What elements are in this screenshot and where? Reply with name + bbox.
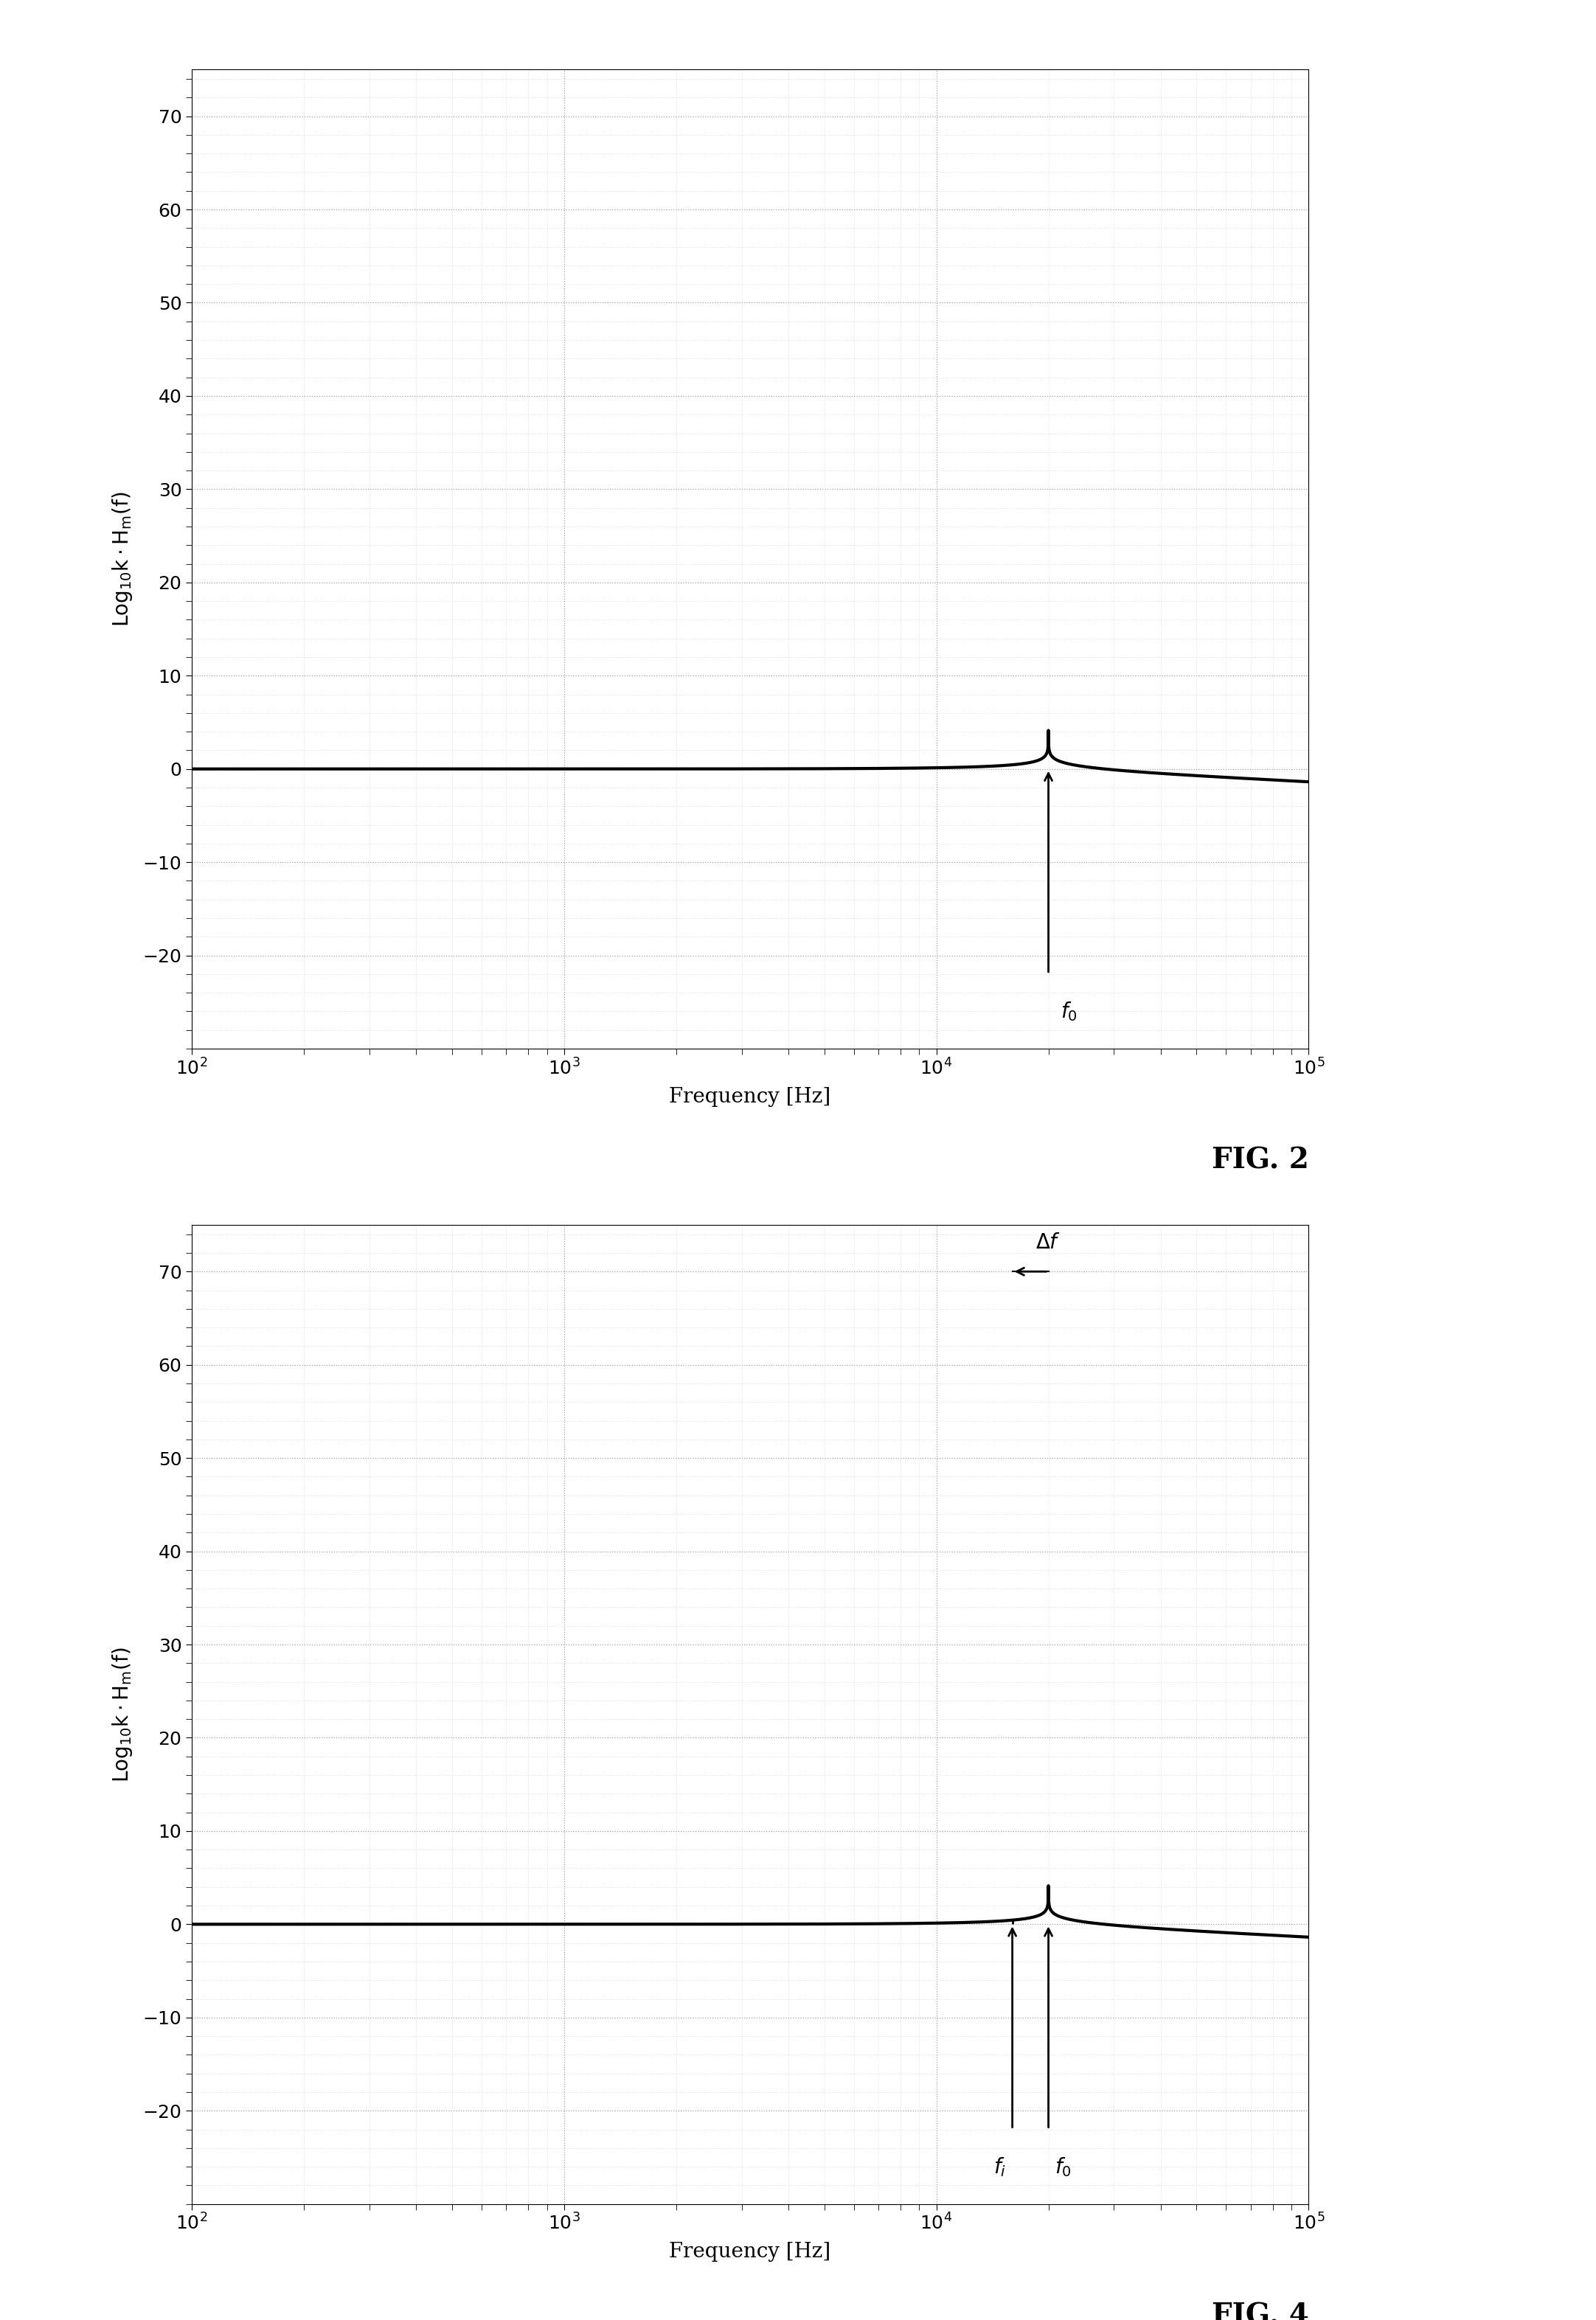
Text: FIG. 2: FIG. 2: [1211, 1146, 1309, 1174]
Text: $f_0$: $f_0$: [1055, 2155, 1071, 2178]
Text: $\Delta f$: $\Delta f$: [1036, 1232, 1061, 1253]
Text: $f_i$: $f_i$: [993, 2155, 1005, 2178]
Y-axis label: $\mathrm{Log}_{10}\mathrm{k}\cdot\mathrm{H_m(f)}$: $\mathrm{Log}_{10}\mathrm{k}\cdot\mathrm…: [112, 1647, 134, 1782]
X-axis label: Frequency [Hz]: Frequency [Hz]: [669, 2241, 832, 2262]
Text: FIG. 4: FIG. 4: [1211, 2301, 1309, 2320]
Text: $f_0$: $f_0$: [1061, 1000, 1077, 1023]
Y-axis label: $\mathrm{Log}_{10}\mathrm{k}\cdot\mathrm{H_m(f)}$: $\mathrm{Log}_{10}\mathrm{k}\cdot\mathrm…: [112, 492, 134, 626]
X-axis label: Frequency [Hz]: Frequency [Hz]: [669, 1086, 832, 1107]
